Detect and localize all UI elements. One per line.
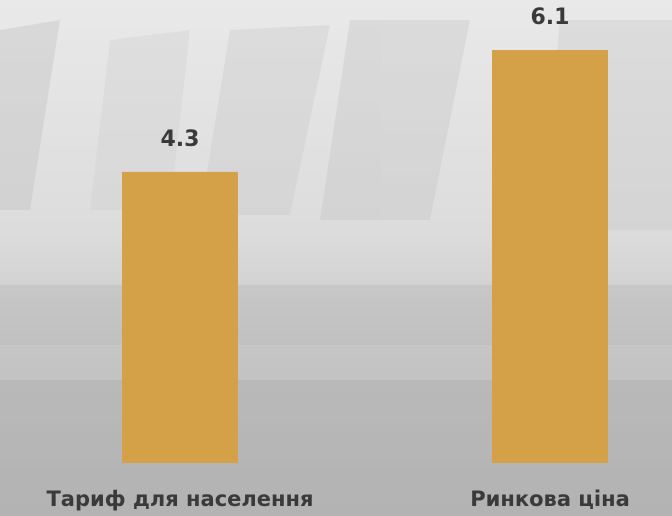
x-tick-label: Ринкова ціна — [470, 487, 630, 511]
bar — [492, 50, 608, 463]
page: 4.3Тариф для населення6.1Ринкова ціна ((… — [0, 0, 672, 516]
x-tick-label: Тариф для населення — [46, 487, 313, 511]
value-label: 4.3 — [161, 127, 200, 152]
value-label: 6.1 — [531, 5, 570, 30]
chart: 4.3 Тариф для населення 6.1 Ринкова ціна — [0, 0, 672, 516]
bar — [122, 172, 238, 463]
